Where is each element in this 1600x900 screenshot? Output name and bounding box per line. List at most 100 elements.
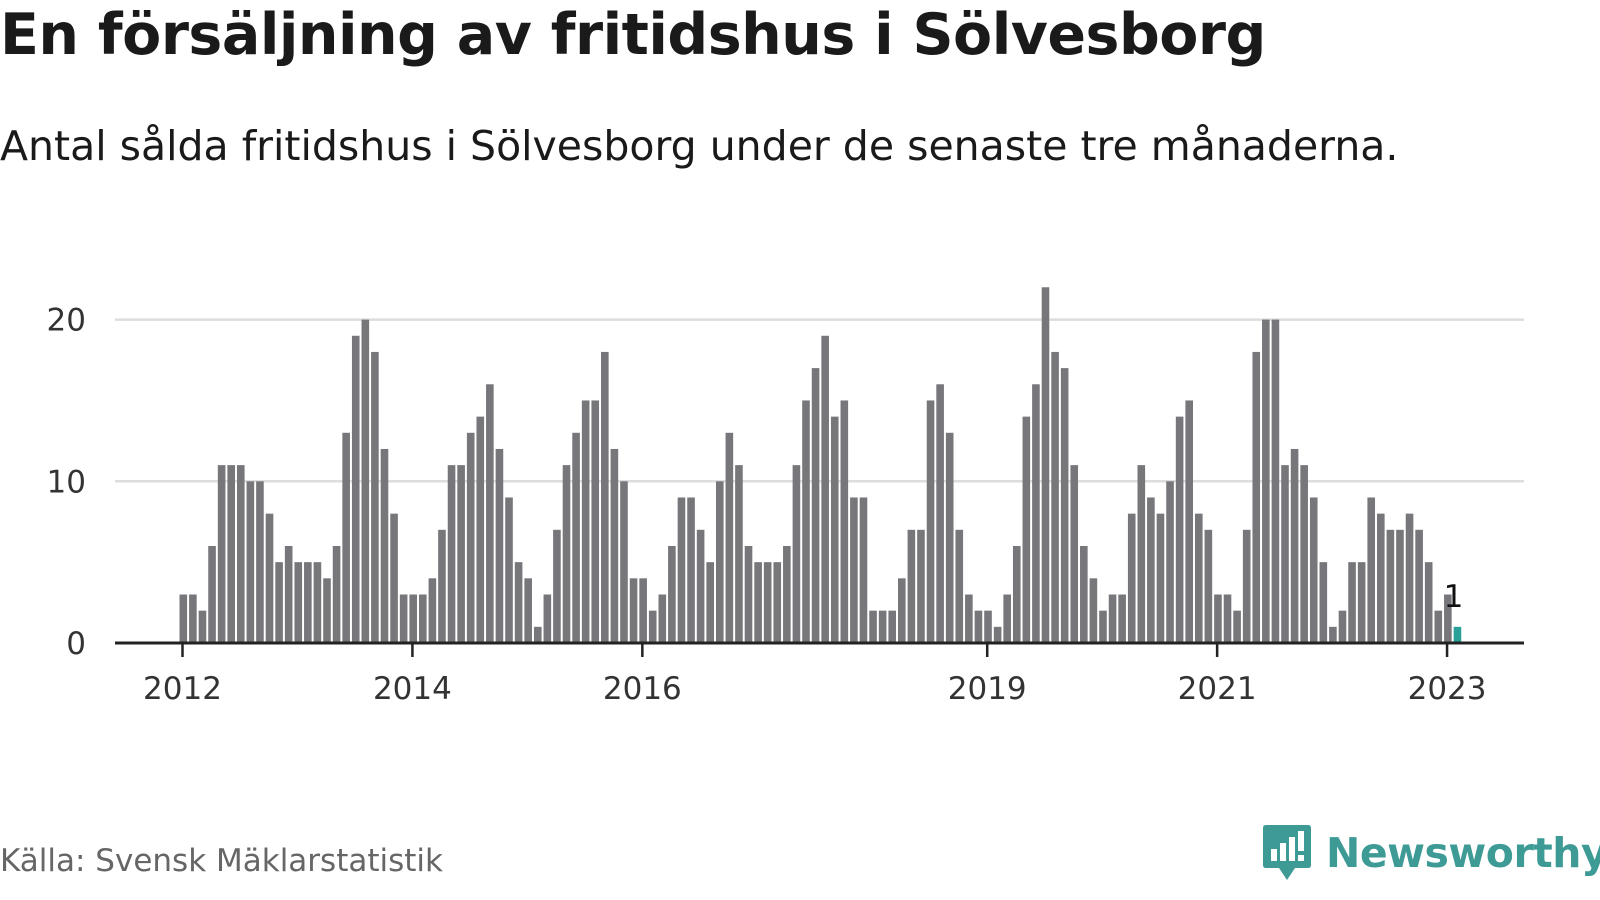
bar-24 bbox=[409, 594, 418, 643]
bar-107 bbox=[1204, 529, 1213, 643]
bar-28 bbox=[447, 465, 456, 643]
bar-79 bbox=[936, 384, 944, 643]
bar-21 bbox=[380, 448, 389, 643]
bar-64 bbox=[792, 465, 801, 643]
bar-49 bbox=[648, 610, 657, 643]
bar-127 bbox=[1396, 529, 1404, 643]
bar-100 bbox=[1137, 465, 1146, 643]
bar-35 bbox=[514, 562, 523, 643]
bar-132 bbox=[1444, 594, 1452, 643]
bar-81 bbox=[955, 529, 964, 643]
bar-120 bbox=[1329, 626, 1337, 643]
bar-126 bbox=[1386, 529, 1395, 643]
chart-title: En försäljning av fritidshus i Sölvesbor… bbox=[0, 2, 1266, 68]
x-tick-label-2012: 2012 bbox=[143, 671, 222, 707]
bar-40 bbox=[562, 465, 571, 643]
y-tick-label-10: 10 bbox=[47, 464, 86, 500]
bar-2 bbox=[198, 610, 207, 643]
bar-77 bbox=[917, 529, 925, 643]
bar-63 bbox=[783, 545, 791, 643]
bar-92 bbox=[1060, 368, 1069, 643]
bar-42 bbox=[581, 400, 590, 643]
x-tick-label-2014: 2014 bbox=[373, 671, 452, 707]
bar-93 bbox=[1070, 465, 1079, 643]
bar-22 bbox=[390, 513, 398, 643]
bar-51 bbox=[668, 545, 676, 643]
x-tick-label-2021: 2021 bbox=[1178, 671, 1257, 707]
bar-121 bbox=[1338, 610, 1347, 643]
bar-3 bbox=[208, 545, 216, 643]
bar-38 bbox=[543, 594, 552, 643]
bar-29 bbox=[457, 465, 465, 643]
bar-72 bbox=[869, 610, 877, 643]
y-tick-labels: 0 10 20 bbox=[47, 303, 86, 662]
bar-118 bbox=[1309, 497, 1318, 643]
x-tick-label-2016: 2016 bbox=[603, 671, 682, 707]
chart-subtitle: Antal sålda fritidshus i Sölvesborg unde… bbox=[0, 122, 1399, 170]
annotations: 1 bbox=[1444, 579, 1464, 615]
bar-88 bbox=[1022, 416, 1031, 643]
bar-113 bbox=[1262, 319, 1270, 643]
bar-61 bbox=[763, 562, 772, 643]
bar-87 bbox=[1012, 545, 1021, 643]
bar-57 bbox=[725, 432, 734, 643]
bar-73 bbox=[878, 610, 887, 643]
bar-chart: 0 10 20 2012 2014 2016 2019 2021 2023 1 bbox=[47, 287, 1524, 707]
latest-value-label: 1 bbox=[1444, 579, 1464, 615]
bar-65 bbox=[802, 400, 810, 643]
bar-109 bbox=[1223, 594, 1232, 643]
bar-45 bbox=[610, 448, 619, 643]
bar-14 bbox=[313, 562, 322, 643]
bar-16 bbox=[332, 545, 341, 643]
bar-97 bbox=[1108, 594, 1117, 643]
x-axis bbox=[115, 641, 1524, 657]
bar-122 bbox=[1348, 562, 1356, 643]
bar-36 bbox=[524, 578, 532, 643]
bar-0 bbox=[179, 594, 188, 643]
bar-80 bbox=[945, 432, 954, 643]
bar-117 bbox=[1300, 465, 1308, 643]
bar-19 bbox=[361, 319, 370, 643]
bar-106 bbox=[1194, 513, 1203, 643]
newsworthy-logo-icon bbox=[1263, 825, 1311, 880]
bar-84 bbox=[984, 610, 992, 643]
bar-54 bbox=[696, 529, 705, 643]
bar-128 bbox=[1405, 513, 1414, 643]
bar-131 bbox=[1434, 610, 1443, 643]
brand-logo-group: Newsworthy bbox=[1262, 823, 1600, 883]
y-tick-label-0: 0 bbox=[66, 626, 86, 662]
bar-17 bbox=[342, 432, 350, 643]
brand-name: Newsworthy bbox=[1326, 829, 1600, 877]
bar-50 bbox=[658, 594, 667, 643]
bar-133 bbox=[1453, 626, 1462, 643]
bar-43 bbox=[591, 400, 600, 643]
bar-103 bbox=[1166, 481, 1174, 643]
bar-46 bbox=[620, 481, 628, 643]
bar-115 bbox=[1281, 465, 1289, 643]
grid-lines bbox=[115, 318, 1524, 483]
bar-53 bbox=[687, 497, 695, 643]
bar-7 bbox=[246, 481, 255, 643]
bar-116 bbox=[1290, 448, 1299, 643]
bar-30 bbox=[466, 432, 475, 643]
bar-5 bbox=[227, 465, 235, 643]
bar-8 bbox=[256, 481, 264, 643]
bar-15 bbox=[323, 578, 331, 643]
bar-105 bbox=[1185, 400, 1193, 643]
bar-41 bbox=[572, 432, 580, 643]
bar-48 bbox=[639, 578, 647, 643]
source-note: Källa: Svensk Mäklarstatistik bbox=[0, 843, 443, 879]
y-tick-label-20: 20 bbox=[47, 303, 86, 339]
bar-125 bbox=[1377, 513, 1385, 643]
bar-124 bbox=[1367, 497, 1376, 643]
bar-78 bbox=[926, 400, 935, 643]
bar-9 bbox=[265, 513, 274, 643]
bar-119 bbox=[1319, 562, 1328, 643]
bar-25 bbox=[419, 594, 427, 643]
bar-102 bbox=[1156, 513, 1165, 643]
bar-68 bbox=[830, 416, 839, 643]
bar-101 bbox=[1147, 497, 1155, 643]
bar-59 bbox=[744, 545, 753, 643]
x-tick-label-2019: 2019 bbox=[948, 671, 1027, 707]
bar-12 bbox=[294, 562, 303, 643]
